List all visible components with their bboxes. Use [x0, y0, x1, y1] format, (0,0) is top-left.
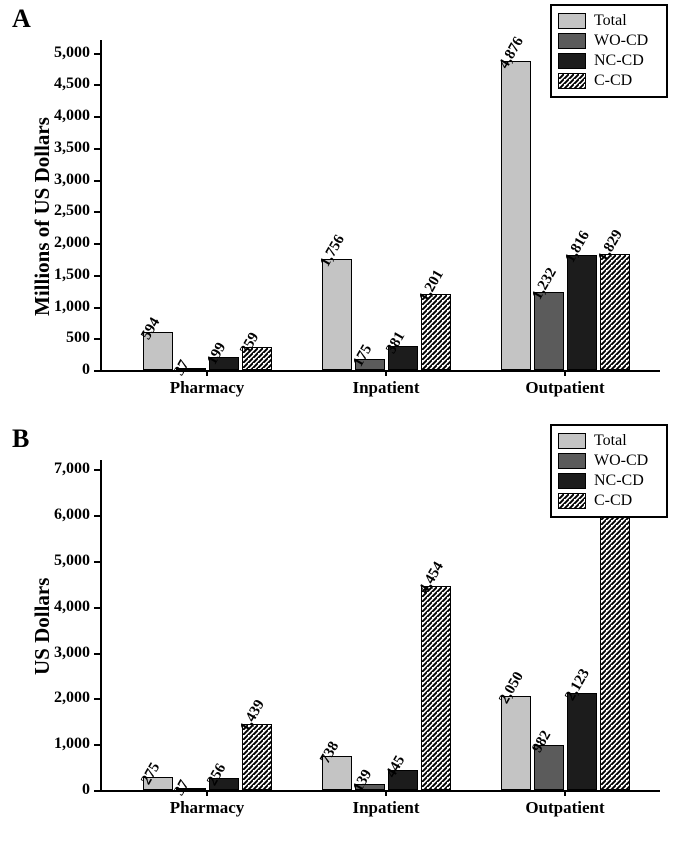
- y-tick-label-B: 5,000: [54, 552, 90, 570]
- y-tick-label-A: 5,000: [54, 44, 90, 62]
- bar-value-label-A: 37: [171, 357, 193, 378]
- bar-A-total: [501, 61, 531, 370]
- panel-label-B: B: [12, 424, 29, 454]
- legend-row: Total: [558, 432, 660, 450]
- y-tick-A: [94, 338, 100, 340]
- legend-swatch-wocd: [558, 33, 586, 49]
- legend-row: C-CD: [558, 492, 660, 510]
- y-tick-B: [94, 469, 100, 471]
- legend-label: Total: [594, 432, 627, 450]
- x-tick-label-B: Pharmacy: [147, 798, 267, 818]
- legend-swatch-nccd: [558, 473, 586, 489]
- legend-swatch-nccd: [558, 53, 586, 69]
- x-tick-label-B: Outpatient: [505, 798, 625, 818]
- y-tick-A: [94, 180, 100, 182]
- y-tick-A: [94, 53, 100, 55]
- y-tick-A: [94, 307, 100, 309]
- y-tick-label-A: 1,000: [54, 298, 90, 316]
- bar-B-ccd: [600, 479, 630, 790]
- legend-swatch-wocd: [558, 453, 586, 469]
- y-tick-A: [94, 148, 100, 150]
- x-tick-A: [564, 370, 566, 376]
- bar-A-wocd: [534, 292, 564, 370]
- y-tick-label-B: 6,000: [54, 506, 90, 524]
- y-tick-label-A: 0: [82, 361, 90, 379]
- y-tick-A: [94, 211, 100, 213]
- x-tick-label-A: Inpatient: [326, 378, 446, 398]
- y-tick-B: [94, 561, 100, 563]
- bar-B-nccd: [567, 693, 597, 790]
- y-tick-label-A: 2,000: [54, 234, 90, 252]
- x-tick-B: [206, 790, 208, 796]
- legend-label: NC-CD: [594, 472, 644, 490]
- legend-label: WO-CD: [594, 32, 648, 50]
- legend-row: WO-CD: [558, 452, 660, 470]
- bar-A-total: [322, 259, 352, 370]
- y-tick-label-A: 500: [66, 329, 90, 347]
- y-axis-line-A: [100, 40, 102, 370]
- y-tick-A: [94, 116, 100, 118]
- y-tick-B: [94, 607, 100, 609]
- legend-A: Total WO-CD NC-CD C-CD: [550, 4, 668, 98]
- y-tick-label-A: 4,000: [54, 107, 90, 125]
- legend-label: Total: [594, 12, 627, 30]
- y-tick-label-B: 4,000: [54, 598, 90, 616]
- y-tick-B: [94, 653, 100, 655]
- x-tick-B: [564, 790, 566, 796]
- legend-label: WO-CD: [594, 452, 648, 470]
- panel-label-A: A: [12, 4, 31, 34]
- x-tick-A: [385, 370, 387, 376]
- legend-swatch-ccd: [558, 73, 586, 89]
- legend-row: WO-CD: [558, 32, 660, 50]
- y-tick-B: [94, 515, 100, 517]
- x-tick-label-A: Outpatient: [505, 378, 625, 398]
- bar-B-ccd: [242, 724, 272, 790]
- bar-B-total: [501, 696, 531, 790]
- y-axis-label-A: Millions of US Dollars: [30, 117, 55, 316]
- y-tick-label-A: 1,500: [54, 266, 90, 284]
- y-tick-A: [94, 84, 100, 86]
- bar-A-ccd: [600, 254, 630, 370]
- legend-row: C-CD: [558, 72, 660, 90]
- bar-value-label-B: 37: [171, 778, 193, 799]
- y-tick-B: [94, 744, 100, 746]
- legend-swatch-total: [558, 433, 586, 449]
- y-tick-label-B: 7,000: [54, 460, 90, 478]
- bar-A-nccd: [567, 255, 597, 370]
- bar-B-ccd: [421, 586, 451, 790]
- y-tick-label-A: 4,500: [54, 75, 90, 93]
- legend-label: C-CD: [594, 492, 632, 510]
- y-tick-label-B: 0: [82, 781, 90, 799]
- y-axis-line-B: [100, 460, 102, 790]
- legend-swatch-ccd: [558, 493, 586, 509]
- y-tick-label-B: 2,000: [54, 689, 90, 707]
- y-tick-label-B: 3,000: [54, 644, 90, 662]
- x-tick-B: [385, 790, 387, 796]
- legend-label: NC-CD: [594, 52, 644, 70]
- x-tick-label-B: Inpatient: [326, 798, 446, 818]
- y-tick-label-A: 2,500: [54, 202, 90, 220]
- x-tick-A: [206, 370, 208, 376]
- y-tick-label-A: 3,000: [54, 171, 90, 189]
- legend-label: C-CD: [594, 72, 632, 90]
- legend-B: Total WO-CD NC-CD C-CD: [550, 424, 668, 518]
- y-tick-A: [94, 243, 100, 245]
- bar-A-ccd: [421, 294, 451, 370]
- legend-row: Total: [558, 12, 660, 30]
- y-tick-B: [94, 698, 100, 700]
- y-tick-B: [94, 790, 100, 792]
- y-tick-A: [94, 275, 100, 277]
- y-tick-label-B: 1,000: [54, 735, 90, 753]
- legend-swatch-total: [558, 13, 586, 29]
- y-tick-label-A: 3,500: [54, 139, 90, 157]
- x-tick-label-A: Pharmacy: [147, 378, 267, 398]
- y-axis-label-B: US Dollars: [30, 578, 55, 675]
- figure-root: A Millions of US Dollars 0 500 1,000 1,500 2,0…: [0, 0, 682, 853]
- legend-row: NC-CD: [558, 472, 660, 490]
- legend-row: NC-CD: [558, 52, 660, 70]
- y-tick-A: [94, 370, 100, 372]
